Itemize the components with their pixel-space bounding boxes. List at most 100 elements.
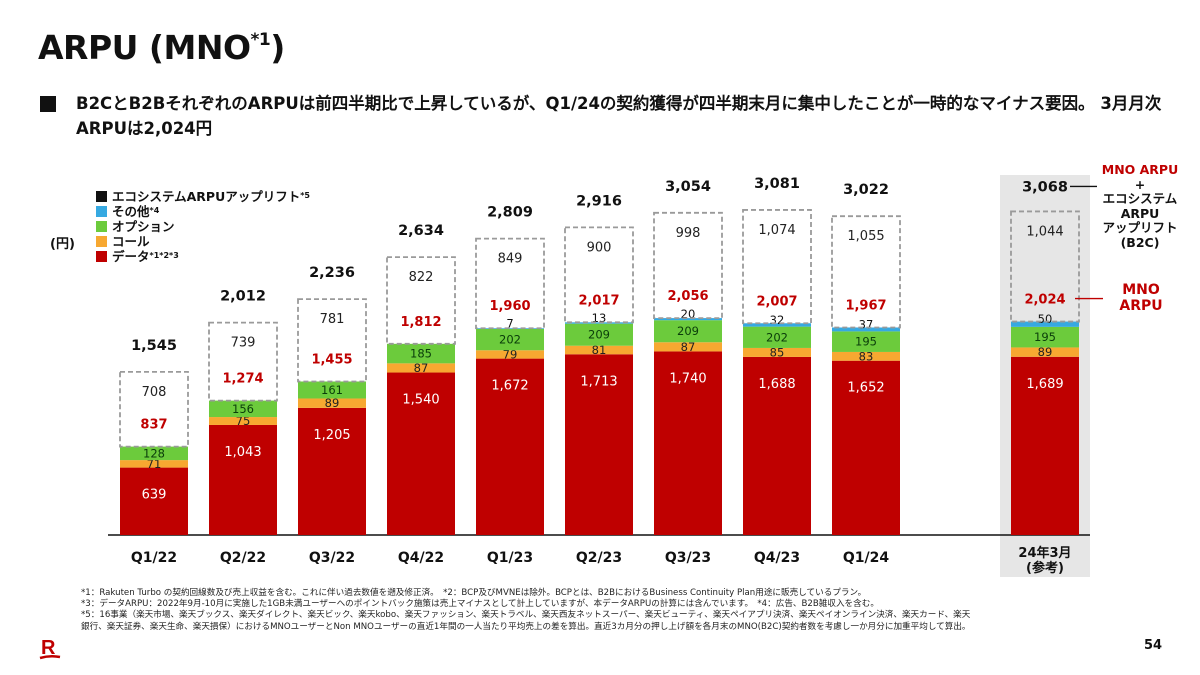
- bar-segment-other: [743, 323, 811, 327]
- bar-segment-data: [565, 354, 633, 535]
- value-label-total: 3,022: [843, 182, 889, 198]
- value-label-call: 71: [147, 457, 162, 471]
- x-tick-label: Q4/22: [398, 550, 444, 566]
- value-label-option: 202: [499, 333, 521, 347]
- value-label-option: 195: [855, 335, 877, 349]
- value-label-data: 639: [142, 488, 167, 503]
- bar-segment-data: [1011, 356, 1079, 535]
- value-label-ecosystem-uplift: 1,044: [1026, 224, 1063, 239]
- bar-segment-ecosystem-uplift: [119, 370, 189, 448]
- value-label-data: 1,205: [313, 428, 350, 443]
- bar-segment-other: [1011, 321, 1079, 327]
- value-label-total: 3,081: [754, 176, 800, 192]
- legend-swatch: [96, 236, 107, 247]
- value-label-mno-arpu: 837: [140, 418, 167, 433]
- bar-segment-data: [209, 424, 277, 535]
- footnotes: *1：Rakuten Turbo の契約回線数及び売上収益を含む。これに伴い過去…: [81, 588, 971, 632]
- value-label-call: 81: [592, 343, 607, 357]
- logo-letter: R: [41, 637, 56, 659]
- bar-segment-other: [654, 318, 722, 321]
- x-tick-label: Q2/23: [576, 550, 622, 566]
- page-number: 54: [1144, 638, 1163, 653]
- legend-item-option: オプション: [96, 219, 310, 234]
- value-label-option: 161: [321, 383, 343, 397]
- value-label-mno-arpu: 1,967: [845, 298, 886, 313]
- bar-segment-option: [565, 323, 633, 346]
- value-label-call: 87: [414, 361, 429, 375]
- value-label-other: 7: [506, 317, 513, 331]
- value-label-option: 195: [1034, 330, 1056, 344]
- bar-segment-option: [832, 331, 900, 352]
- bar-segment-call: [209, 417, 277, 425]
- x-tick-label: 24年3月: [1018, 545, 1071, 561]
- value-label-ecosystem-uplift: 1,074: [758, 223, 795, 238]
- x-tick-label: Q3/22: [309, 550, 355, 566]
- bar-segment-data: [832, 360, 900, 535]
- value-label-option: 209: [588, 328, 610, 342]
- legend-swatch: [96, 251, 107, 262]
- value-label-mno-arpu: 2,056: [667, 289, 708, 304]
- callout-mno-arpu: MNO ARPU: [1119, 282, 1163, 314]
- value-label-ecosystem-uplift: 822: [409, 270, 434, 285]
- value-label-other: 50: [1038, 312, 1053, 326]
- bar-segment-ecosystem-uplift: [742, 209, 812, 325]
- value-label-data: 1,652: [847, 381, 884, 396]
- bar-segment-call: [387, 363, 455, 373]
- bar-segment-data: [476, 358, 544, 535]
- bar-segment-call: [743, 347, 811, 357]
- value-label-mno-arpu: 2,024: [1024, 293, 1065, 308]
- value-label-data: 1,540: [402, 393, 439, 408]
- value-label-total: 1,545: [131, 338, 177, 354]
- bar-segment-call: [476, 350, 544, 359]
- x-tick-label-sub: (参考): [1026, 560, 1064, 576]
- value-label-call: 85: [770, 345, 785, 359]
- value-label-data: 1,740: [669, 371, 706, 386]
- bar-segment-ecosystem-uplift: [653, 211, 723, 319]
- bar-segment-ecosystem-uplift: [208, 321, 278, 402]
- bar-segment-call: [565, 345, 633, 355]
- value-label-ecosystem-uplift: 998: [676, 226, 701, 241]
- value-label-call: 83: [859, 349, 874, 363]
- bar-segment-ecosystem-uplift: [564, 226, 634, 324]
- legend-item-data: データ *1*2*3: [96, 249, 310, 264]
- bar-segment-call: [1011, 347, 1079, 357]
- value-label-mno-arpu: 1,812: [400, 315, 441, 330]
- value-label-other: 37: [859, 317, 874, 331]
- value-label-total: 2,634: [398, 223, 444, 239]
- bar-segment-option: [476, 328, 544, 351]
- headline-text: B2CとB2BそれぞれのARPUは前四半期比で上昇しているが、Q1/24の契約獲…: [76, 94, 1162, 138]
- x-tick-label: Q3/23: [665, 550, 711, 566]
- x-tick-label: Q1/23: [487, 550, 533, 566]
- legend-swatch: [96, 191, 107, 202]
- bar-segment-data: [120, 467, 188, 535]
- value-label-call: 87: [681, 340, 696, 354]
- bar-segment-data: [743, 356, 811, 535]
- value-label-option: 209: [677, 324, 699, 338]
- bar-segment-option: [387, 343, 455, 364]
- bar-segment-ecosystem-uplift: [297, 298, 367, 383]
- value-label-call: 79: [503, 347, 518, 361]
- value-label-ecosystem-uplift: 781: [320, 312, 345, 327]
- value-label-ecosystem-uplift: 900: [587, 240, 612, 255]
- bar-segment-ecosystem-uplift: [386, 256, 456, 345]
- value-label-option: 128: [143, 446, 165, 460]
- bar-segment-ecosystem-uplift: [831, 215, 901, 329]
- bullet-square: [40, 96, 56, 112]
- callout-mno-plus-ecosystem: MNO ARPU + エコシステム ARPU アップリフト (B2C): [1101, 162, 1179, 250]
- x-tick-label: Q4/23: [754, 550, 800, 566]
- value-label-option: 202: [766, 330, 788, 344]
- x-tick-label: Q2/22: [220, 550, 266, 566]
- value-label-mno-arpu: 1,960: [489, 299, 530, 314]
- bar-segment-call: [120, 460, 188, 468]
- rakuten-logo: R: [38, 636, 62, 666]
- value-label-call: 89: [325, 396, 340, 410]
- bar-segment-call: [654, 342, 722, 352]
- page-title: ARPU (MNO*1): [38, 28, 285, 67]
- value-label-mno-arpu: 2,007: [756, 294, 797, 309]
- value-label-mno-arpu: 1,274: [222, 372, 263, 387]
- legend-swatch: [96, 206, 107, 217]
- value-label-other: 20: [681, 307, 696, 321]
- bar-segment-option: [654, 320, 722, 343]
- bar-segment-data: [298, 407, 366, 535]
